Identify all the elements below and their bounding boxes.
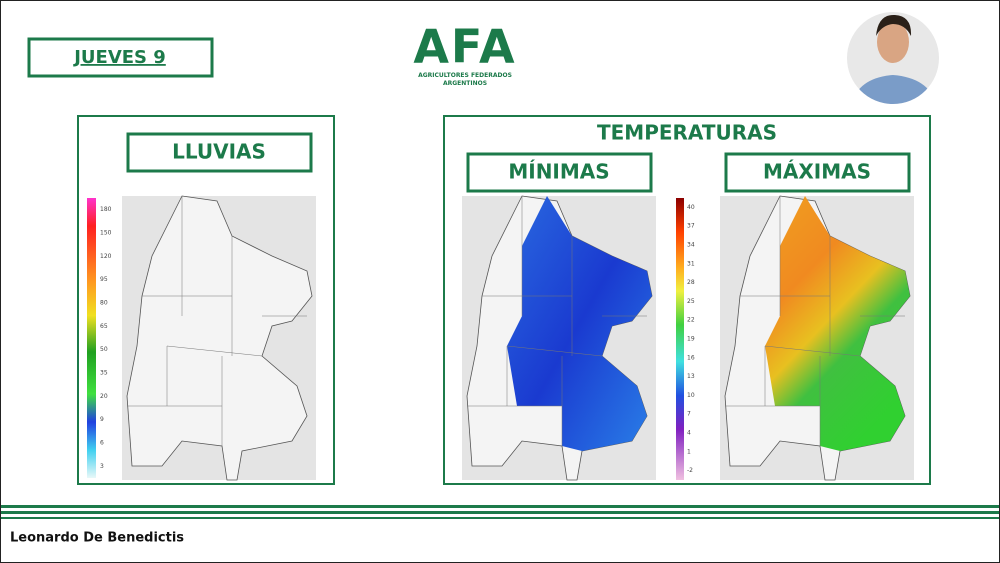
- rain-title-box: [126, 132, 313, 173]
- min-title: MÍNIMAS: [508, 160, 609, 184]
- logo-subtitle: ARGENTINOS: [443, 80, 487, 87]
- scale-label: 31: [687, 260, 695, 267]
- scale-label: 7: [687, 411, 691, 418]
- scale-label: 95: [100, 276, 108, 283]
- scale-label: 13: [687, 373, 695, 380]
- scale-label: 50: [100, 346, 108, 353]
- max-title-box: [724, 152, 911, 193]
- scale-label: 40: [687, 204, 695, 211]
- scale-label: 4: [687, 430, 691, 437]
- scale-label: 6: [100, 440, 104, 447]
- logo-subtitle: AGRICULTORES FEDERADOS: [418, 72, 512, 79]
- scale-label: 65: [100, 323, 108, 330]
- scale-label: 37: [687, 223, 695, 230]
- scale-label: 80: [100, 300, 108, 307]
- scale-label: 19: [687, 336, 695, 343]
- scale-label: 34: [687, 242, 695, 249]
- scale-label: 10: [687, 392, 695, 399]
- max-map-shape: [724, 195, 911, 481]
- min-map-shape: [466, 195, 653, 481]
- temperature-title: TEMPERATURAS: [597, 121, 777, 145]
- scale-label: 9: [100, 416, 104, 423]
- temperature-colorbar: [676, 198, 684, 480]
- date-box: [27, 37, 214, 78]
- scale-label: 25: [687, 298, 695, 305]
- date: JUEVES 9: [72, 47, 166, 68]
- scale-label: 1: [687, 448, 691, 455]
- scale-label: 3: [100, 463, 104, 470]
- scale-label: 22: [687, 317, 695, 324]
- scale-label: 35: [100, 370, 108, 377]
- scale-label: 16: [687, 354, 695, 361]
- scale-label: -2: [687, 467, 693, 474]
- scale-label: 28: [687, 279, 695, 286]
- scale-label: 120: [100, 253, 112, 260]
- scale-label: 180: [100, 206, 112, 213]
- max-title: MÁXIMAS: [763, 160, 871, 184]
- footer-stripe: [0, 517, 1000, 519]
- scale-label: 150: [100, 230, 112, 237]
- presenter-photo: [847, 12, 939, 104]
- logo: AFA: [413, 20, 516, 74]
- rain-title: LLUVIAS: [172, 140, 266, 164]
- footer-stripe: [0, 511, 1000, 514]
- min-title-box: [466, 152, 653, 193]
- scale-label: 20: [100, 393, 108, 400]
- footer-stripe: [0, 505, 1000, 508]
- presenter-name: Leonardo De Benedictis: [10, 531, 184, 546]
- rain-colorbar: [87, 198, 96, 478]
